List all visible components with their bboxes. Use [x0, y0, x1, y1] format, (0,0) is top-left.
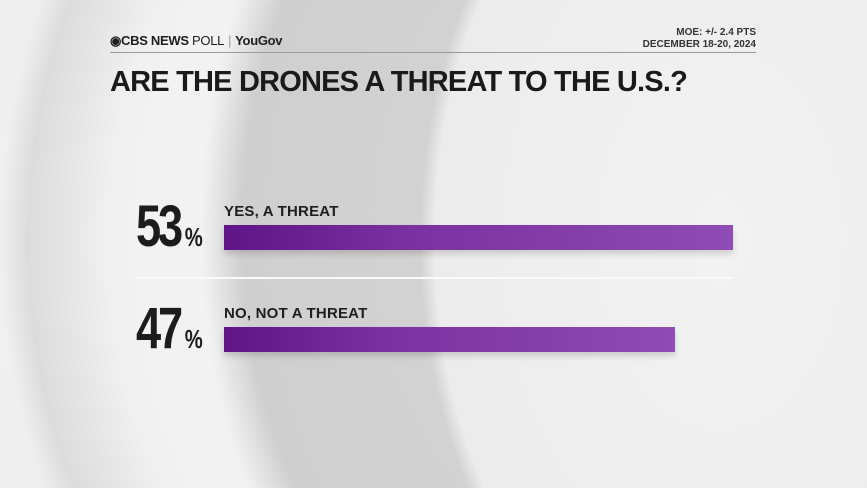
percent-sign: % [184, 222, 203, 252]
partner: YouGov [235, 33, 283, 48]
cbs-eye-icon: ◉ [110, 33, 122, 48]
separator: | [228, 33, 232, 48]
chart-title: ARE THE DRONES A THREAT TO THE U.S.? [110, 66, 688, 98]
row-divider [137, 277, 732, 279]
header-divider [110, 52, 756, 53]
category-label: YES, A THREAT [224, 203, 339, 220]
value-label: 47% [136, 300, 203, 368]
bar [224, 225, 733, 250]
category-label: NO, NOT A THREAT [224, 305, 368, 322]
brand-suffix: POLL [192, 33, 225, 48]
bar [224, 327, 676, 352]
value-number: 47 [136, 296, 183, 361]
value-number: 53 [136, 194, 183, 259]
margin-of-error: MOE: +/- 2.4 PTS [676, 27, 756, 38]
poll-info: MOE: +/- 2.4 PTS DECEMBER 18-20, 2024 [643, 27, 756, 51]
percent-sign: % [184, 324, 203, 354]
cbs-yougov-logo: ◉CBS NEWS POLL | YouGov [110, 33, 283, 49]
value-label: 53% [136, 198, 203, 266]
poll-dates: DECEMBER 18-20, 2024 [642, 39, 756, 50]
brand: CBS NEWS [121, 33, 189, 48]
